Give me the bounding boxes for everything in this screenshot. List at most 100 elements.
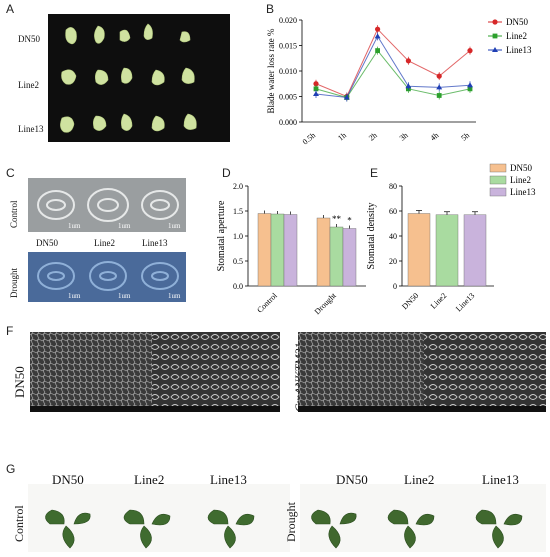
panel-letter-e: E [370,166,379,180]
water-loss-line-chart: 0.000 0.005 0.010 0.015 0.020 0.5h 1h 2h 3h 4h 5h B… [266,16,532,147]
leaf-col-line2-drought: Line2 [404,472,435,487]
y-tick-label: 1.0 [233,232,243,241]
stomata-control-photo: 1um 1um 1um [28,178,186,232]
y-tick-label: 40 [389,232,397,241]
x-tick-label: 0.5h [301,131,318,147]
y-tick-label: 0.005 [279,93,297,102]
x-tick-label: DN50 [400,291,420,311]
data-point [436,73,442,79]
y-axis-label: Stomatal density [366,203,377,270]
y-tick-label: 20 [389,257,397,266]
leaf-col-line13: Line13 [210,472,247,487]
x-tick-label: 1h [336,131,348,143]
trifoliate-leaves-control [45,509,255,549]
legend-marker [492,33,498,39]
data-point [436,84,443,90]
x-tick-label: 3h [398,131,410,143]
legend-label: Line2 [506,31,527,41]
row-label-dn50: DN50 [18,34,40,44]
trifoliate-leaves-drought [311,509,523,549]
data-point [313,81,319,87]
x-tick-label: 5h [459,131,471,143]
leaf-disc-photo [48,14,230,142]
bar [270,213,285,287]
legend-label: Line13 [510,187,536,197]
bar [316,217,331,287]
x-tick-label: Line2 [429,291,449,311]
x-tick-label: Control [255,291,279,315]
leaf-row-drought: Drought [284,502,298,542]
bar [435,214,459,287]
col-label-line2: Line2 [94,238,115,248]
data-point [374,33,381,39]
bar [407,213,431,287]
panel-letter-a: A [6,2,15,16]
y-tick-label: 0.015 [279,42,297,51]
panel-letter-f: F [6,324,14,338]
bar [257,213,272,287]
panel-letter-c: C [6,166,15,180]
y-tick-label: 0.020 [279,16,297,25]
data-point [375,26,381,32]
y-tick-label: 80 [389,182,397,191]
y-tick-label: 0.010 [279,67,297,76]
x-tick-label: 4h [429,131,441,143]
leaf-col-dn50: DN50 [52,472,84,487]
leaf-row-control: Control [12,505,26,542]
stomatal-aperture-bar-chart: 0.0 0.5 1.0 1.5 2.0 Stomatal aperture Control D… [216,182,366,317]
bar [463,214,487,287]
data-point [467,48,473,54]
leaf-photo-drought [300,484,546,552]
sem-image-gmanktm21 [298,332,546,412]
leaf-discs [60,23,197,133]
y-tick-label: 0 [393,282,397,291]
scale-label: 1um [168,222,181,230]
panel-letter-b: B [266,2,275,16]
sem-label-dn50: DN50 [12,366,27,398]
leaf-photo-control [28,484,290,552]
stomata-drought-photo: 1um 1um 1um [28,252,186,302]
y-axis-label: Stomatal aperture [216,200,227,271]
y-tick-label: 0.000 [279,118,297,127]
col-label-line13: Line13 [142,238,168,248]
legend-label: Line2 [510,175,531,185]
row-label-drought: Drought [9,268,19,298]
col-label-dn50: DN50 [36,238,58,248]
significance-label: ** [332,214,342,224]
legend-label: DN50 [510,163,532,173]
data-point [375,48,380,53]
y-tick-label: 0.0 [233,282,243,291]
row-label-line2: Line2 [18,80,39,90]
leaf-col-line13-drought: Line13 [482,472,519,487]
scale-label: 1um [168,292,181,300]
data-point [405,83,412,89]
scale-label: 1um [68,222,81,230]
y-tick-label: 60 [389,207,397,216]
y-tick-label: 1.5 [233,207,243,216]
data-point [313,90,319,96]
leaf-col-dn50-drought: DN50 [336,472,368,487]
series-line [315,49,471,99]
series-line [315,28,471,98]
stomatal-density-bar-chart: 0 20 40 60 80 Stomatal density DN50 Line2 Line13… [366,163,536,313]
leaf-col-line2: Line2 [134,472,165,487]
data-point [467,82,473,88]
legend-marker [492,19,498,25]
data-point [313,86,319,92]
legend-label: DN50 [506,17,528,27]
x-tick-label: Drought [313,291,339,317]
sem-image-dn50 [30,332,280,412]
bar [342,228,357,287]
legend-swatch [489,187,507,197]
row-label-control: Control [9,200,19,228]
legend-label: Line13 [506,45,532,55]
legend-swatch [489,163,507,173]
bar [329,226,344,287]
row-label-line13: Line13 [18,124,44,134]
series-line [315,35,471,99]
y-tick-label: 0.5 [233,257,243,266]
scale-label: 1um [118,292,131,300]
scale-label: 1um [118,222,131,230]
panel-letter-g: G [6,462,16,476]
bar [283,214,298,287]
